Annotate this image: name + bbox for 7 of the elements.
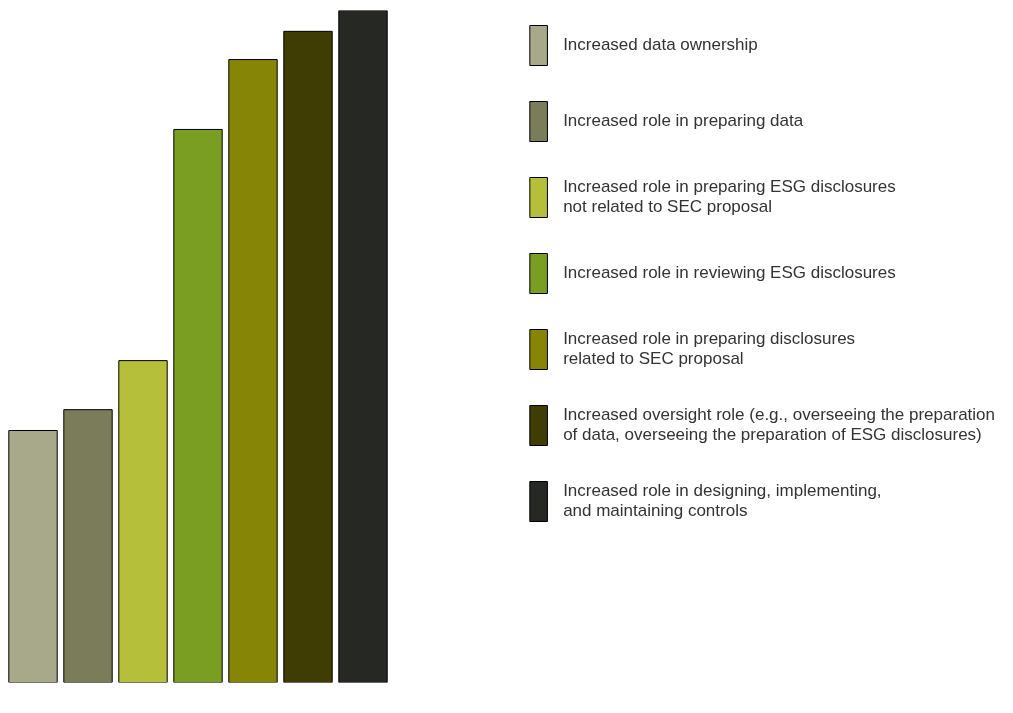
legend-label: Increased role in preparing data xyxy=(563,111,804,131)
legend-label: Increased data ownership xyxy=(563,35,758,55)
legend-label: Increased oversight role (e.g., overseeing the preparation of data, overseeing the preparation of ESG disclosures) xyxy=(563,405,995,445)
legend-label: Increased role in preparing ESG disclosures not related to SEC proposal xyxy=(563,177,896,217)
legend-label: Increased role in designing, implementing, and maintaining controls xyxy=(563,481,882,521)
legend-label: Increased role in preparing disclosures related to SEC proposal xyxy=(563,329,856,369)
legend-label: Increased role in reviewing ESG disclosures xyxy=(563,263,896,283)
